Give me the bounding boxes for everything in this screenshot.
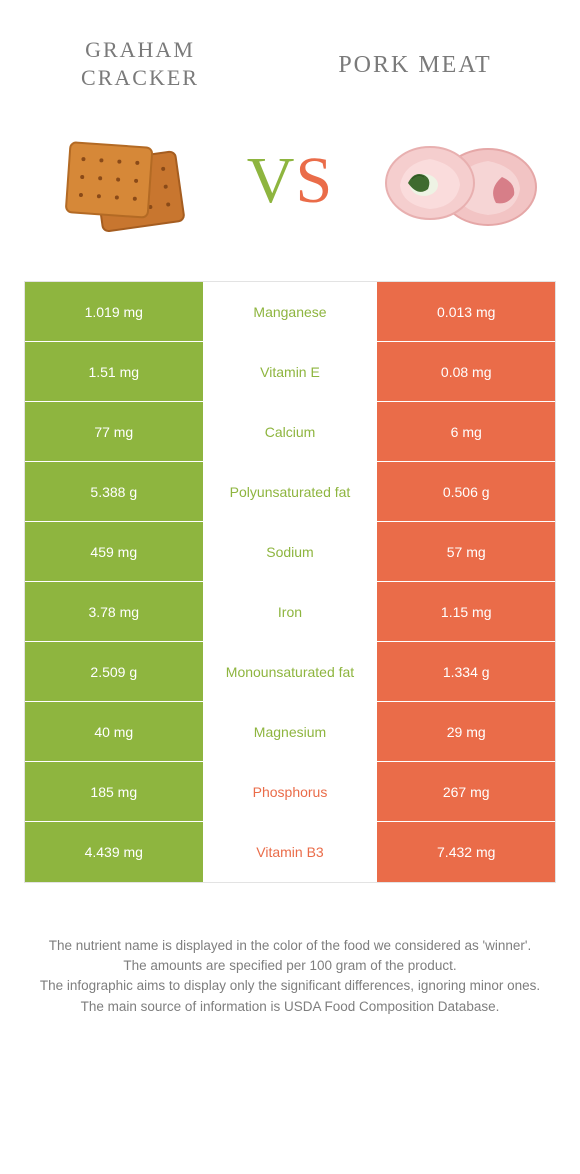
nutrient-label-cell: Monounsaturated fat [203,642,378,701]
table-row: 185 mgPhosphorus267 mg [25,762,555,822]
right-food-title: PORK MEAT [310,50,520,91]
left-value-cell: 1.51 mg [25,342,203,401]
footer-line-3: The infographic aims to display only the… [36,977,544,995]
table-row: 4.439 mgVitamin B37.432 mg [25,822,555,882]
nutrient-label-cell: Iron [203,582,378,641]
pork-meat-image [370,121,540,241]
table-row: 2.509 gMonounsaturated fat1.334 g [25,642,555,702]
vs-v: V [247,143,296,219]
nutrient-label-cell: Magnesium [203,702,378,761]
left-value-cell: 185 mg [25,762,203,821]
right-value-cell: 57 mg [377,522,555,581]
footer-notes: The nutrient name is displayed in the co… [36,937,544,1016]
nutrient-label-cell: Polyunsaturated fat [203,462,378,521]
nutrient-label-cell: Vitamin E [203,342,378,401]
table-row: 40 mgMagnesium29 mg [25,702,555,762]
header: GRAHAM CRACKER PORK MEAT [0,0,580,91]
right-value-cell: 29 mg [377,702,555,761]
footer-line-4: The main source of information is USDA F… [36,998,544,1016]
right-value-cell: 1.15 mg [377,582,555,641]
right-value-cell: 1.334 g [377,642,555,701]
table-row: 459 mgSodium57 mg [25,522,555,582]
nutrient-label-cell: Phosphorus [203,762,378,821]
table-row: 1.019 mgManganese0.013 mg [25,282,555,342]
graham-cracker-image [40,121,210,241]
vs-label: VS [247,143,333,219]
right-value-cell: 267 mg [377,762,555,821]
left-value-cell: 1.019 mg [25,282,203,341]
right-value-cell: 0.08 mg [377,342,555,401]
left-value-cell: 40 mg [25,702,203,761]
table-row: 5.388 gPolyunsaturated fat0.506 g [25,462,555,522]
vs-s: S [295,143,333,219]
left-value-cell: 3.78 mg [25,582,203,641]
nutrition-table: 1.019 mgManganese0.013 mg1.51 mgVitamin … [24,281,556,883]
left-value-cell: 5.388 g [25,462,203,521]
right-value-cell: 6 mg [377,402,555,461]
table-row: 77 mgCalcium6 mg [25,402,555,462]
nutrient-label-cell: Manganese [203,282,378,341]
left-value-cell: 2.509 g [25,642,203,701]
footer-line-2: The amounts are specified per 100 gram o… [36,957,544,975]
left-value-cell: 459 mg [25,522,203,581]
footer-line-1: The nutrient name is displayed in the co… [36,937,544,955]
left-value-cell: 4.439 mg [25,822,203,882]
nutrient-label-cell: Vitamin B3 [203,822,378,882]
table-row: 1.51 mgVitamin E0.08 mg [25,342,555,402]
nutrient-label-cell: Calcium [203,402,378,461]
table-row: 3.78 mgIron1.15 mg [25,582,555,642]
right-value-cell: 7.432 mg [377,822,555,882]
right-value-cell: 0.013 mg [377,282,555,341]
nutrient-label-cell: Sodium [203,522,378,581]
vs-row: VS [0,91,580,271]
right-value-cell: 0.506 g [377,462,555,521]
left-value-cell: 77 mg [25,402,203,461]
left-food-title: GRAHAM CRACKER [60,36,220,91]
